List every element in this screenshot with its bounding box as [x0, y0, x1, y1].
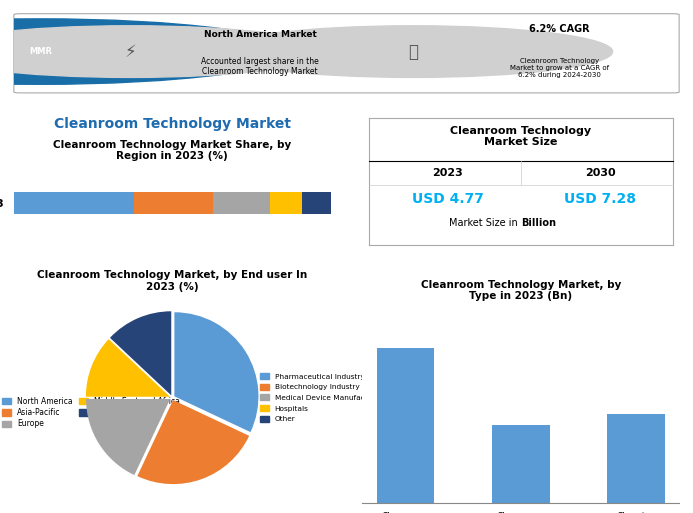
Bar	[492, 425, 550, 503]
Text: North America Market: North America Market	[204, 30, 317, 39]
Bar	[134, 192, 213, 214]
Text: USD 4.77: USD 4.77	[412, 192, 484, 206]
Bar	[607, 413, 665, 503]
Text: 2030: 2030	[585, 168, 615, 178]
Wedge shape	[175, 312, 258, 432]
Title: Cleanroom Technology Market Share, by
Region in 2023 (%): Cleanroom Technology Market Share, by Re…	[53, 140, 291, 161]
Wedge shape	[110, 311, 171, 396]
Text: Cleanroom Technology
Market Size: Cleanroom Technology Market Size	[450, 126, 591, 147]
Text: Cleanroom Technology
Market to grow at a CAGR of
6.2% during 2024-2030: Cleanroom Technology Market to grow at a…	[510, 58, 609, 78]
Legend: Pharmaceutical Industry, Biotechnology Industry, Medical Device Manufacturers, H: Pharmaceutical Industry, Biotechnology I…	[260, 373, 386, 422]
Circle shape	[0, 26, 330, 77]
Text: 2023: 2023	[432, 168, 463, 178]
Text: Cleanroom Technology Market: Cleanroom Technology Market	[54, 117, 291, 131]
Text: USD 7.28: USD 7.28	[564, 192, 636, 206]
Wedge shape	[86, 339, 170, 397]
Legend: North America, Asia-Pacific, Europe, Middle East and Africa, South America: North America, Asia-Pacific, Europe, Mid…	[2, 397, 180, 428]
Bar	[302, 192, 331, 214]
Bar	[270, 192, 302, 214]
Circle shape	[0, 19, 293, 84]
Bar	[14, 192, 134, 214]
Bar	[213, 192, 270, 214]
Text: 🔥: 🔥	[408, 43, 418, 61]
Title: Cleanroom Technology Market, by End user In
2023 (%): Cleanroom Technology Market, by End user…	[37, 270, 308, 292]
Title: Cleanroom Technology Market, by
Type in 2023 (Bn): Cleanroom Technology Market, by Type in …	[421, 280, 621, 301]
Circle shape	[213, 26, 613, 77]
Wedge shape	[137, 400, 249, 484]
Wedge shape	[86, 399, 170, 475]
Text: Market Size in: Market Size in	[449, 219, 520, 228]
Text: Billion: Billion	[520, 219, 556, 228]
Bar	[377, 348, 435, 503]
Text: ⚡: ⚡	[125, 43, 136, 61]
Text: Accounted largest share in the
Cleanroom Technology Market: Accounted largest share in the Cleanroom…	[201, 56, 319, 76]
Text: 6.2% CAGR: 6.2% CAGR	[529, 24, 590, 34]
Text: MMR: MMR	[29, 47, 52, 56]
